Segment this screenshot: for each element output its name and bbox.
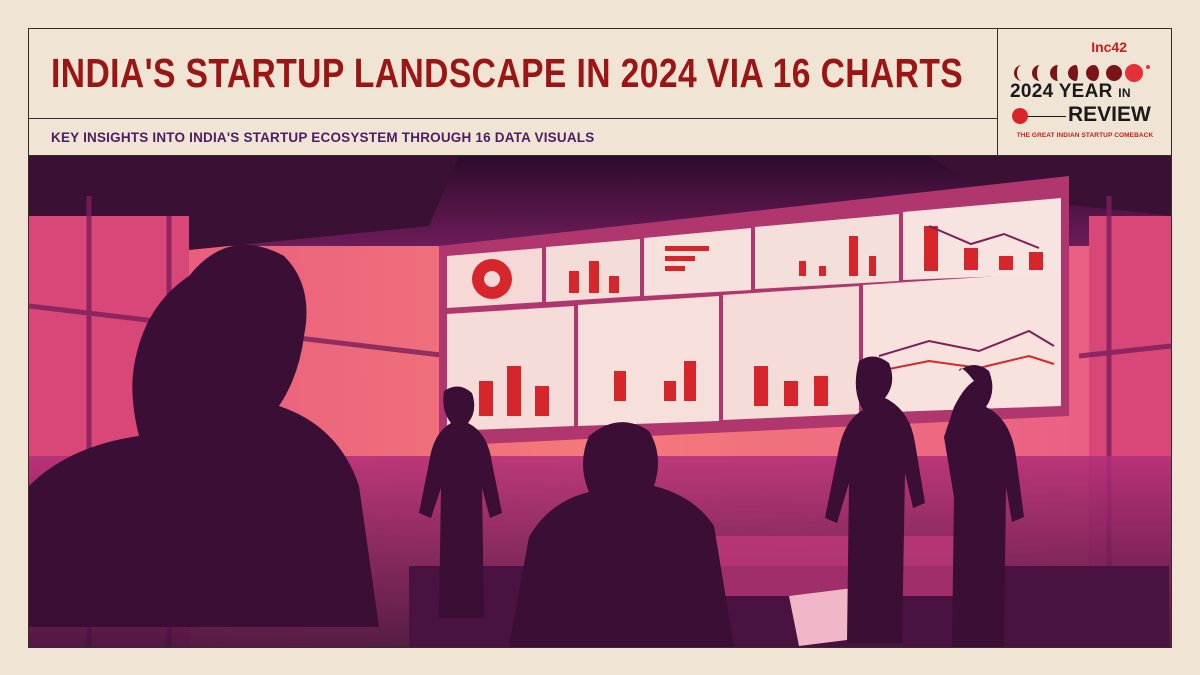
red-dot-icon [1012,108,1028,124]
review-label: REVIEW [1010,103,1160,127]
hero-illustration [29,156,1171,647]
inc42-logo: Inc42 [1091,39,1127,55]
title-row: INDIA'S STARTUP LANDSCAPE IN 2024 VIA 16… [29,29,997,119]
dashboard-screen-wall [439,176,1069,446]
people-silhouettes [29,244,1024,647]
control-room-illustration [29,156,1171,647]
moon-phases-icon [1014,64,1150,82]
year-label: 2024 YEAR IN [1010,81,1131,102]
badge-tagline: THE GREAT INDIAN STARTUP COMEBACK [1016,132,1154,139]
divider [1028,116,1066,117]
subtitle-row: KEY INSIGHTS INTO INDIA'S STARTUP ECOSYS… [29,119,997,156]
banner-frame: INDIA'S STARTUP LANDSCAPE IN 2024 VIA 16… [28,28,1172,648]
page-subtitle: KEY INSIGHTS INTO INDIA'S STARTUP ECOSYS… [51,129,595,145]
year-in-review-badge: Inc42 2024 YEAR IN REVIEW THE GREAT INDI… [997,29,1171,156]
page-title: INDIA'S STARTUP LANDSCAPE IN 2024 VIA 16… [51,50,964,96]
